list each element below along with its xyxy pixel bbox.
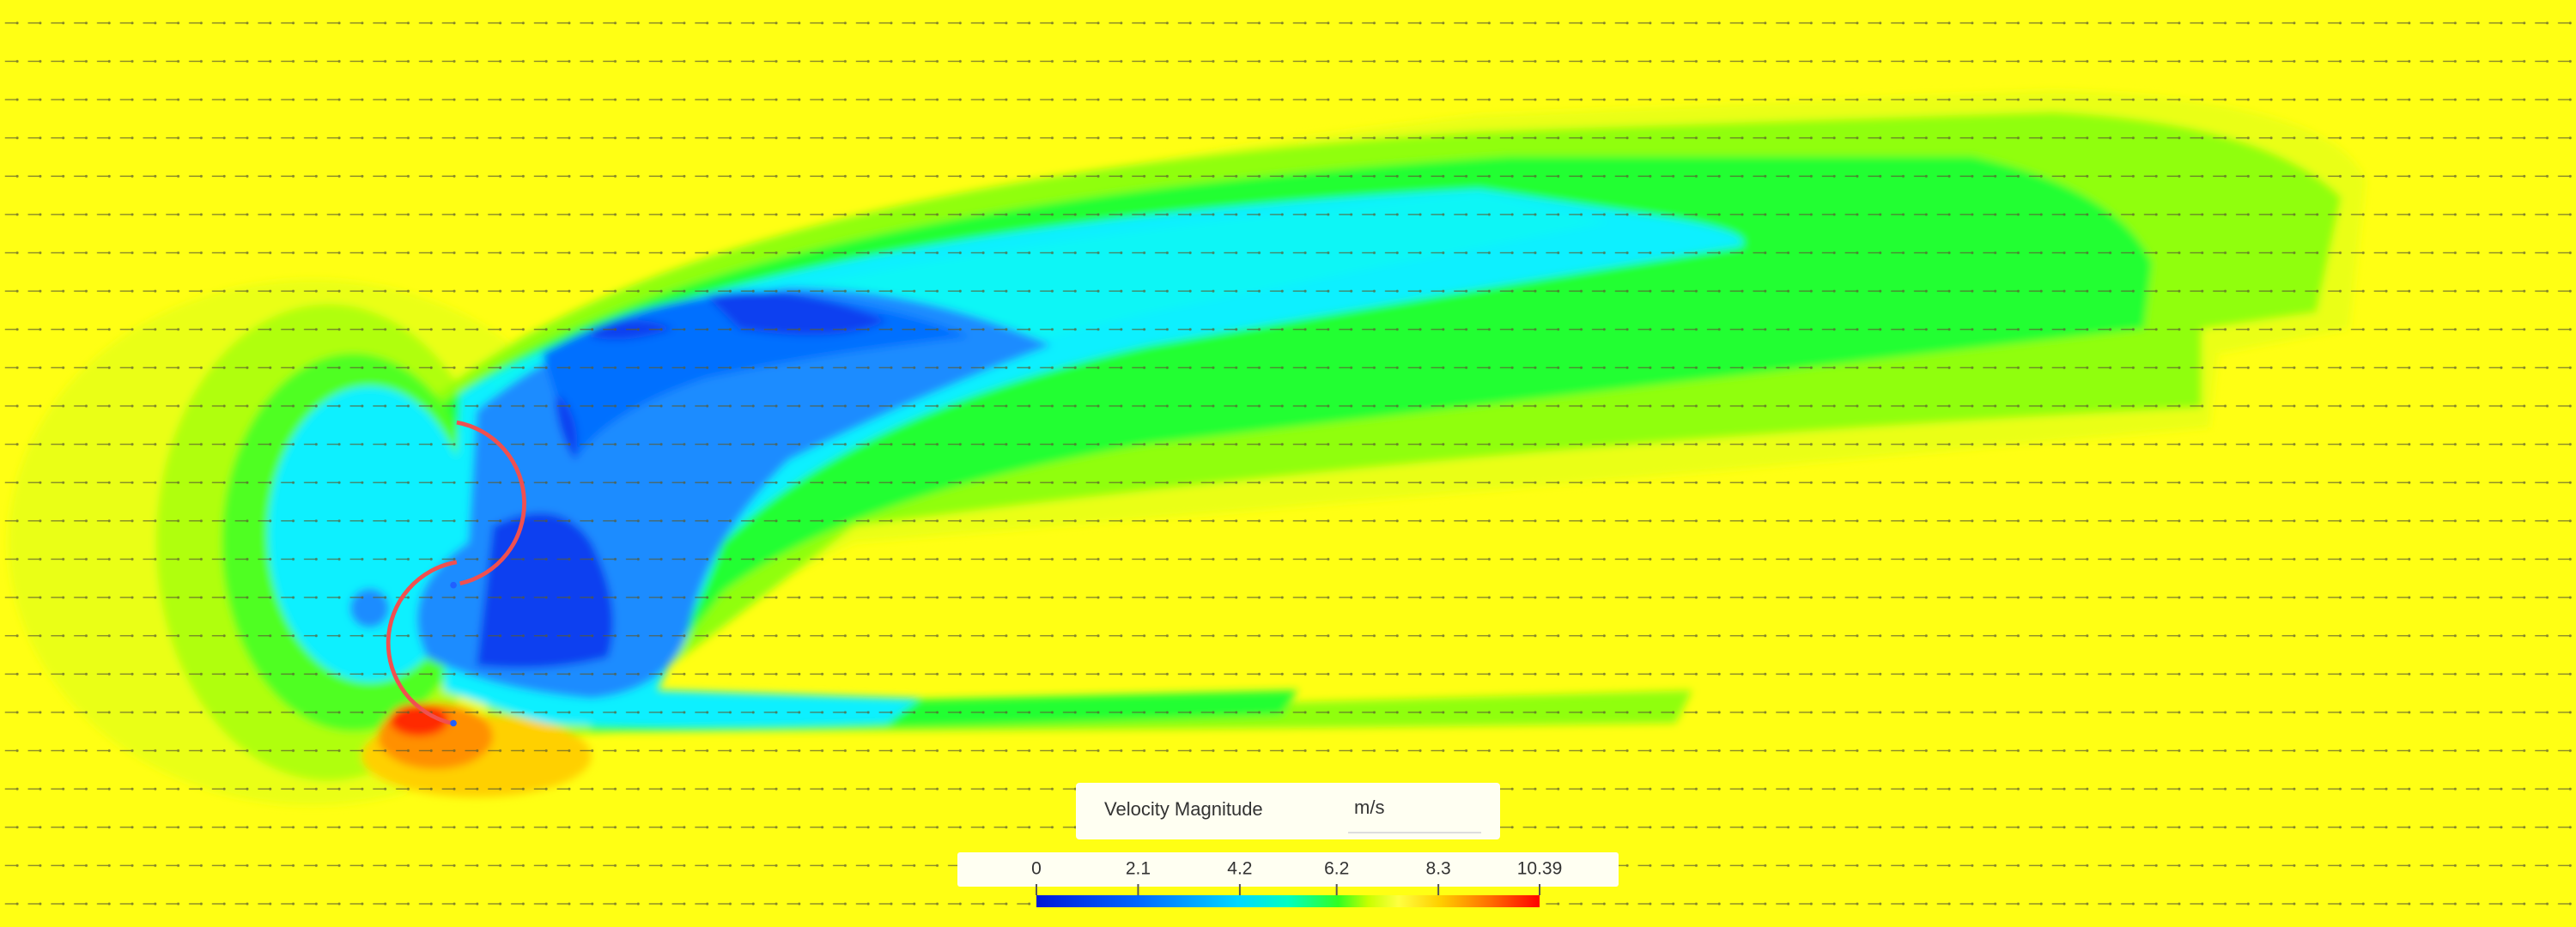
tick-label: 2.1	[1126, 859, 1151, 879]
legend-title: Velocity Magnitude	[1104, 798, 1263, 820]
legend-title-box	[1076, 783, 1500, 839]
tick-label: 4.2	[1227, 859, 1252, 879]
tick-label: 8.3	[1426, 859, 1451, 879]
legend-scale-box	[957, 852, 1619, 887]
legend-unit: m/s	[1354, 797, 1384, 818]
tick-label: 10.39	[1517, 859, 1563, 879]
tick-label: 0	[1031, 859, 1042, 879]
legend-ticks: 0 2.1 4.2 6.2 8.3 10.39	[1031, 859, 1562, 895]
color-bar	[1036, 895, 1540, 907]
tick-label: 6.2	[1324, 859, 1349, 879]
